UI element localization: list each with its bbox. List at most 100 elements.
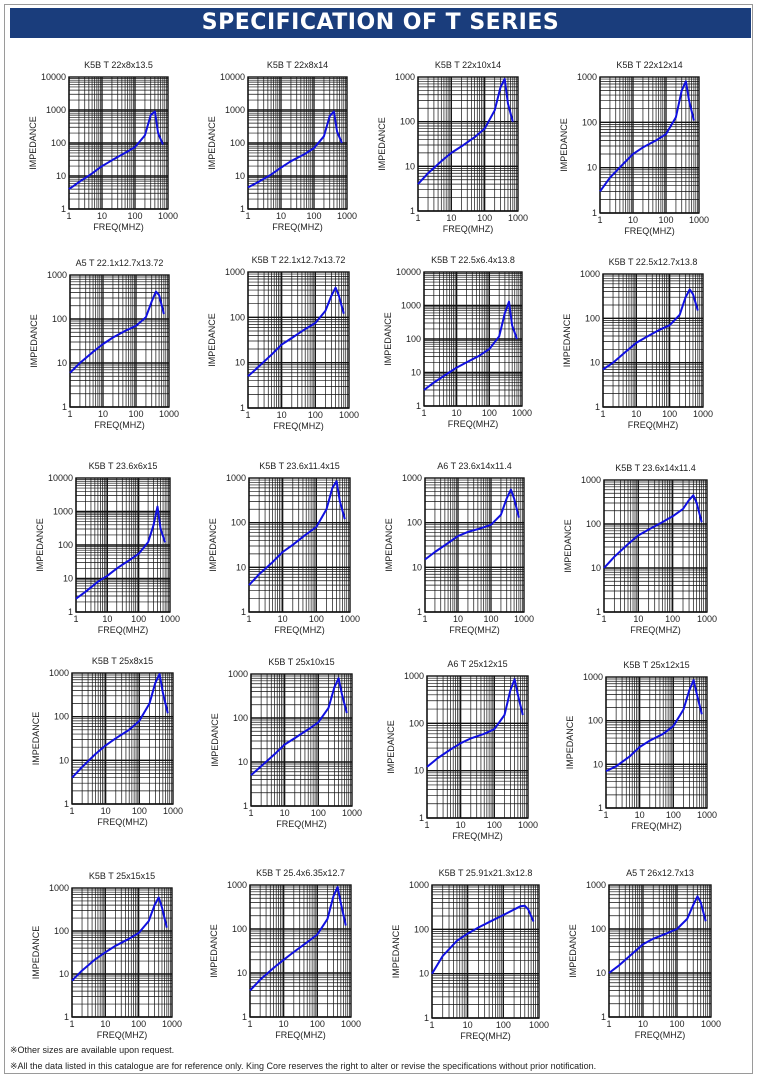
- x-axis-label: FREQ(MHZ): [624, 226, 675, 236]
- y-tick-label: 100: [406, 334, 421, 344]
- x-tick-label: 10: [456, 820, 466, 830]
- footnote-disclaimer: ※All the data listed in this catalogue a…: [10, 1061, 597, 1071]
- x-axis-label: FREQ(MHZ): [273, 421, 324, 431]
- x-tick-label: 1: [429, 1020, 434, 1030]
- plot-frame: [248, 477, 351, 613]
- x-tick-label: 10: [278, 614, 288, 624]
- y-tick-label: 100: [230, 312, 245, 322]
- x-tick-label: 100: [482, 408, 497, 418]
- x-tick-label: 10: [638, 1019, 648, 1029]
- impedance-chart: A5 T 22.1x12.7x13.72 1 10 100 1000 1 10 100 1000…: [29, 258, 179, 430]
- x-tick-label: 100: [658, 215, 673, 225]
- y-axis-label: IMPEDANCE: [207, 116, 217, 170]
- y-tick-label: 1: [61, 204, 66, 214]
- y-axis-label: IMPEDANCE: [384, 518, 394, 572]
- plot-frame: [417, 76, 519, 212]
- x-tick-label: 10: [463, 1020, 473, 1030]
- y-tick-label: 1000: [227, 880, 247, 890]
- impedance-chart: A5 T 26x12.7x13 1 10 100 1000 1 10 100 1000 FREQ(…: [568, 868, 721, 1040]
- x-tick-label: 1000: [337, 211, 357, 221]
- impedance-curve: [417, 78, 514, 185]
- y-tick-label: 1: [598, 803, 603, 813]
- x-tick-label: 10: [453, 614, 463, 624]
- footnote-availability: ※Other sizes are available upon request.: [10, 1045, 175, 1055]
- chart-title: K5B T 25.4x6.35x12.7: [256, 868, 345, 878]
- y-tick-label: 10000: [41, 72, 66, 82]
- impedance-curve: [68, 110, 164, 190]
- chart-title: A5 T 26x12.7x13: [626, 868, 694, 878]
- impedance-curve: [250, 677, 348, 776]
- x-tick-label: 1: [248, 808, 253, 818]
- x-tick-label: 1000: [163, 806, 183, 816]
- x-tick-label: 100: [308, 410, 323, 420]
- y-tick-label: 10: [237, 968, 247, 978]
- x-tick-label: 1000: [701, 1019, 721, 1029]
- x-tick-label: 10: [277, 410, 287, 420]
- x-tick-label: 1: [247, 1019, 252, 1029]
- chart-title: K5B T 22.5x6.4x13.8: [431, 255, 515, 265]
- x-tick-label: 10: [97, 211, 107, 221]
- y-axis-label: IMPEDANCE: [28, 116, 38, 170]
- y-tick-label: 10: [412, 562, 422, 572]
- y-tick-label: 10: [63, 574, 73, 584]
- x-axis-label: FREQ(MHZ): [97, 817, 148, 827]
- footnotes: ※Other sizes are available upon request.…: [10, 1042, 755, 1074]
- y-tick-label: 100: [54, 926, 69, 936]
- y-tick-label: 100: [582, 117, 597, 127]
- x-tick-label: 1: [601, 614, 606, 624]
- y-tick-label: 100: [586, 519, 601, 529]
- plot-frame: [69, 274, 170, 408]
- impedance-chart: K5B T 22x12x14 1 10 100 1000 1 10 100 1000 FREQ(M…: [559, 60, 709, 236]
- plot-frame: [605, 676, 708, 809]
- x-tick-label: 1: [600, 409, 605, 419]
- y-tick-label: 1000: [228, 669, 248, 679]
- impedance-chart: K5B T 22.1x12.7x13.72 1 10 100 1000 1 10 100 100…: [207, 255, 359, 431]
- impedance-curve: [75, 505, 167, 600]
- impedance-curve: [71, 673, 169, 779]
- plot-frame: [75, 477, 171, 613]
- y-tick-label: 10: [414, 766, 424, 776]
- y-tick-label: 1000: [404, 671, 424, 681]
- y-tick-label: 100: [409, 718, 424, 728]
- impedance-chart: K5B T 22x8x14 1 10 100 1000 1 10 100 1000 10000 FR…: [207, 60, 357, 232]
- y-tick-label: 100: [231, 518, 246, 528]
- impedance-chart: K5B T 25.91x21.3x12.8 1 10 100 1000 1 10 100 100…: [391, 868, 549, 1041]
- x-tick-label: 100: [483, 614, 498, 624]
- x-tick-label: 10: [446, 213, 456, 223]
- plot-frame: [608, 884, 712, 1018]
- x-axis-label: FREQ(MHZ): [631, 821, 682, 831]
- chart-title: K5B T 25x10x15: [268, 657, 334, 667]
- chart-title: K5B T 23.6x11.4x15: [259, 461, 340, 471]
- x-tick-label: 10: [101, 806, 111, 816]
- x-axis-label: FREQ(MHZ): [98, 625, 149, 635]
- chart-title: K5B T 22x8x13.5: [84, 60, 153, 70]
- x-tick-label: 1: [245, 410, 250, 420]
- y-tick-label: 100: [233, 713, 248, 723]
- y-tick-label: 1: [68, 607, 73, 617]
- x-tick-label: 10: [276, 211, 286, 221]
- y-axis-label: IMPEDANCE: [559, 118, 569, 172]
- x-tick-label: 1000: [697, 810, 717, 820]
- chart-title: A5 T 22.1x12.7x13.72: [76, 258, 164, 268]
- impedance-curve: [431, 904, 535, 975]
- y-tick-label: 1: [410, 206, 415, 216]
- y-tick-label: 10000: [220, 72, 245, 82]
- y-axis-label: IMPEDANCE: [383, 312, 393, 366]
- y-tick-label: 10: [593, 759, 603, 769]
- y-tick-label: 100: [51, 138, 66, 148]
- y-tick-label: 1000: [225, 105, 245, 115]
- x-tick-label: 1000: [693, 409, 713, 419]
- x-axis-label: FREQ(MHZ): [448, 419, 499, 429]
- chart-title: A6 T 23.6x14x11.4: [437, 461, 512, 471]
- y-tick-label: 1: [596, 607, 601, 617]
- x-tick-label: 100: [131, 1019, 146, 1029]
- plot-frame: [250, 673, 353, 807]
- y-tick-label: 10: [419, 969, 429, 979]
- y-tick-label: 1000: [46, 105, 66, 115]
- x-tick-label: 100: [477, 213, 492, 223]
- impedance-curve: [249, 886, 347, 992]
- y-tick-label: 10: [57, 358, 67, 368]
- x-axis-label: FREQ(MHZ): [449, 625, 500, 635]
- x-tick-label: 10: [628, 215, 638, 225]
- impedance-chart: K5B T 25x12x15 1 10 100 1000 1 10 100 1000 FREQ(M…: [565, 660, 717, 831]
